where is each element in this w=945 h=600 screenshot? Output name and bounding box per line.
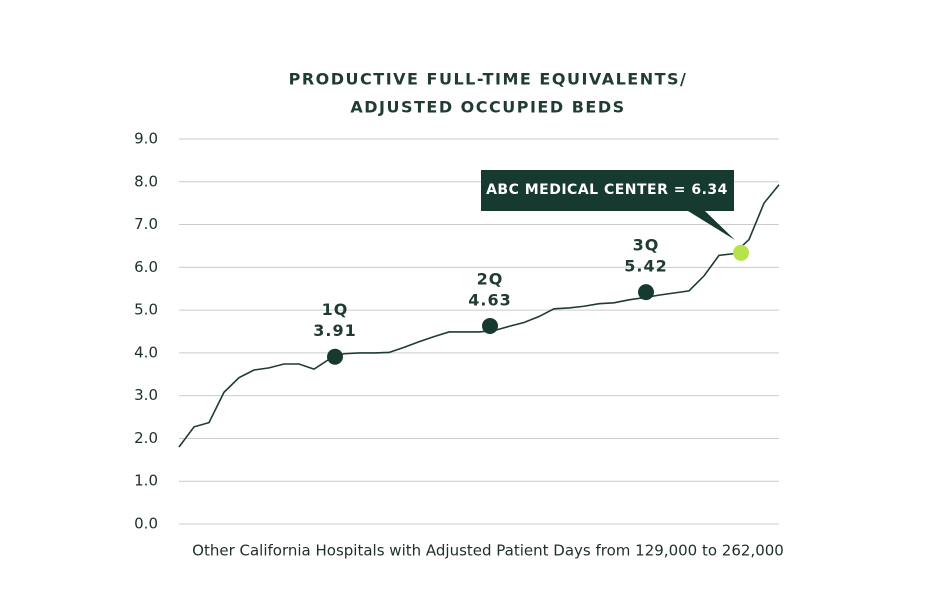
y-tick-label: 1.0	[134, 472, 158, 490]
quartile-marker	[327, 348, 343, 365]
quartile-label: 1Q	[322, 300, 349, 319]
y-tick-label: 3.0	[134, 386, 158, 404]
y-tick-label: 4.0	[134, 343, 158, 361]
highlight-marker	[733, 244, 749, 261]
y-tick-label: 0.0	[134, 515, 158, 533]
chart-title: ADJUSTED OCCUPIED BEDS	[350, 98, 625, 117]
quartile-value: 3.91	[313, 321, 356, 340]
quartile-marker	[638, 284, 654, 301]
y-tick-label: 5.0	[134, 301, 158, 319]
quartile-label: 2Q	[477, 269, 504, 288]
y-tick-label: 2.0	[134, 429, 158, 447]
y-tick-label: 9.0	[134, 130, 158, 148]
quartile-value: 5.42	[624, 257, 667, 276]
quartile-marker	[482, 317, 498, 334]
x-axis-label: Other California Hospitals with Adjusted…	[192, 542, 784, 560]
callout-text: ABC MEDICAL CENTER = 6.34	[486, 182, 728, 198]
callout-box	[481, 170, 735, 240]
quartile-label: 3Q	[633, 236, 660, 255]
y-tick-label: 6.0	[134, 258, 158, 276]
y-tick-label: 8.0	[134, 172, 158, 190]
line	[178, 184, 780, 448]
chart-title: PRODUCTIVE FULL-TIME EQUIVALENTS/	[289, 70, 688, 89]
quartile-value: 4.63	[468, 290, 511, 309]
y-tick-label: 7.0	[134, 215, 158, 233]
